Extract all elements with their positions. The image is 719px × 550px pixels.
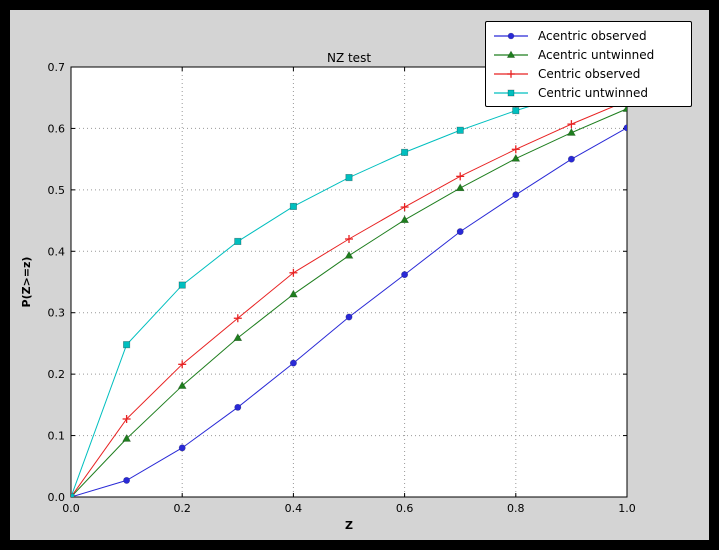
legend-item: Acentric untwinned bbox=[492, 45, 685, 64]
y-tick-label: 0.1 bbox=[48, 430, 66, 443]
y-tick-label: 0.5 bbox=[48, 184, 66, 197]
legend-label: Centric untwinned bbox=[538, 85, 649, 100]
legend-sample-acentric-observed bbox=[494, 32, 528, 39]
x-tick-label: 0.8 bbox=[507, 502, 525, 515]
legend-item: Acentric observed bbox=[492, 26, 685, 45]
plot-canvas: 0.0 0.2 0.4 0.6 0.8 1.0 0.0 0.1 0.2 0.3 0.4 0.5 0.6 0… bbox=[20, 51, 636, 532]
series-acentric-untwinned bbox=[71, 103, 627, 497]
y-tick-label: 0.2 bbox=[48, 368, 66, 381]
y-tick-label: 0.4 bbox=[48, 245, 66, 258]
x-tick-label: 0.0 bbox=[62, 502, 80, 515]
legend-label: Acentric observed bbox=[538, 28, 647, 43]
y-tick-label: 0.6 bbox=[48, 122, 66, 135]
x-tick-label: 1.0 bbox=[618, 502, 636, 515]
chart-title: NZ test bbox=[327, 51, 371, 65]
legend-item: Centric untwinned bbox=[492, 83, 685, 102]
x-tick-label: 0.4 bbox=[285, 502, 303, 515]
legend-sample-centric-untwinned bbox=[494, 89, 528, 96]
series-centric-observed bbox=[71, 96, 627, 497]
axes: 0.0 0.2 0.4 0.6 0.8 1.0 0.0 0.1 0.2 0.3 0.4 0.5 0.6 0… bbox=[48, 61, 636, 515]
legend-label: Centric observed bbox=[538, 66, 641, 81]
y-tick-label: 0.7 bbox=[48, 61, 66, 74]
legend-sample-centric-observed bbox=[494, 69, 528, 78]
x-tick-label: 0.2 bbox=[173, 502, 191, 515]
legend: Acentric observed Acentric untwinned Cen… bbox=[485, 21, 692, 107]
x-axis-label: Z bbox=[345, 519, 353, 532]
y-tick-label: 0.0 bbox=[48, 491, 66, 504]
legend-item: Centric observed bbox=[492, 64, 685, 83]
y-tick-label: 0.3 bbox=[48, 307, 66, 320]
x-tick-label: 0.6 bbox=[396, 502, 414, 515]
legend-label: Acentric untwinned bbox=[538, 47, 655, 62]
y-axis-label: P(Z>=z) bbox=[20, 257, 33, 308]
legend-sample-acentric-untwinned bbox=[494, 49, 528, 58]
figure: 0.0 0.2 0.4 0.6 0.8 1.0 0.0 0.1 0.2 0.3 0.4 0.5 0.6 0… bbox=[10, 10, 709, 540]
